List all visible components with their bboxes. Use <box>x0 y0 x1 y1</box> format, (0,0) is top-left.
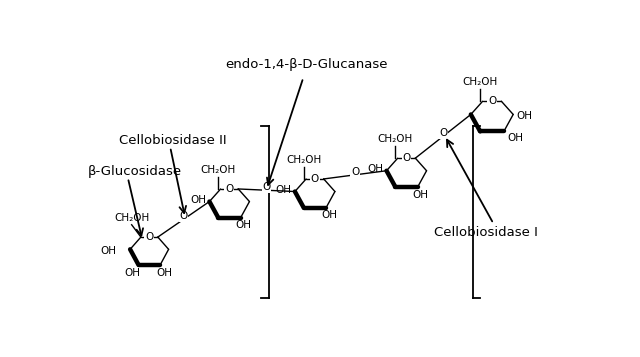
Text: OH: OH <box>367 164 383 174</box>
Text: CH₂OH: CH₂OH <box>463 77 498 87</box>
Text: Cellobiosidase I: Cellobiosidase I <box>434 226 538 239</box>
Text: O: O <box>145 232 154 242</box>
Text: OH: OH <box>516 111 532 121</box>
Text: OH: OH <box>156 268 172 278</box>
Text: O: O <box>403 153 411 163</box>
Text: OH: OH <box>321 210 337 220</box>
Text: OH: OH <box>236 220 252 230</box>
Text: O: O <box>225 184 234 194</box>
Text: OH: OH <box>100 246 116 256</box>
Text: OH: OH <box>276 185 292 195</box>
Text: OH: OH <box>190 195 206 205</box>
Text: O: O <box>351 167 359 177</box>
Text: O: O <box>262 182 271 192</box>
Text: O: O <box>488 96 496 106</box>
Text: OH: OH <box>413 190 429 200</box>
Text: β-Glucosidase: β-Glucosidase <box>88 165 182 177</box>
Text: O: O <box>179 211 188 221</box>
Text: CH₂OH: CH₂OH <box>286 155 321 165</box>
Text: CH₂OH: CH₂OH <box>201 165 236 175</box>
Text: OH: OH <box>124 268 140 278</box>
Text: Cellobiosidase II: Cellobiosidase II <box>118 134 226 147</box>
Text: O: O <box>311 174 319 184</box>
Text: OH: OH <box>507 132 523 142</box>
Text: CH₂OH: CH₂OH <box>378 134 413 144</box>
Text: endo-1,4-β-D-Glucanase: endo-1,4-β-D-Glucanase <box>225 58 388 71</box>
Text: CH₂OH: CH₂OH <box>114 213 149 223</box>
Text: O: O <box>439 128 447 138</box>
